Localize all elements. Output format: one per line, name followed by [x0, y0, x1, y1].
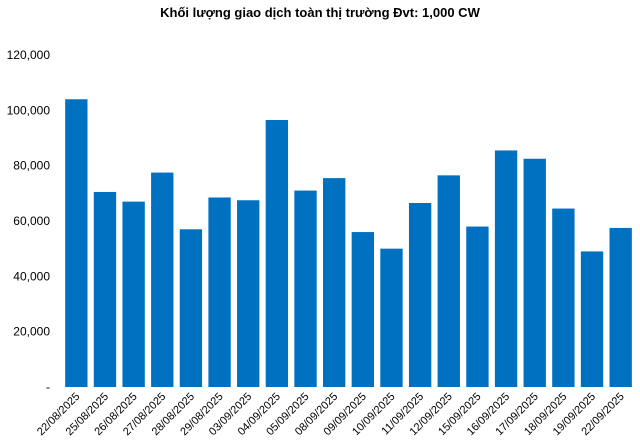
bar — [122, 201, 145, 387]
bar — [323, 178, 346, 387]
bar — [552, 208, 575, 387]
bar — [494, 150, 518, 387]
bar — [93, 191, 117, 387]
y-tick-label: 100,000 — [7, 103, 51, 117]
bar — [466, 226, 489, 387]
y-tick-label: 40,000 — [13, 269, 50, 283]
bar — [237, 200, 260, 387]
bar — [294, 190, 317, 387]
bar — [151, 172, 174, 387]
bar — [380, 248, 403, 387]
bar — [351, 232, 374, 387]
chart-title: Khối lượng giao dịch toàn thị trường Đvt… — [160, 5, 480, 20]
bar — [179, 229, 203, 387]
bar — [523, 158, 546, 387]
y-tick-label: - — [46, 380, 50, 394]
bar — [265, 120, 289, 388]
bar — [65, 99, 88, 388]
bar — [437, 175, 460, 387]
bar — [408, 203, 432, 387]
y-tick-label: 20,000 — [13, 325, 50, 339]
bar — [609, 227, 632, 387]
y-tick-label: 60,000 — [13, 214, 50, 228]
bar — [580, 251, 604, 387]
y-tick-label: 80,000 — [13, 159, 50, 173]
y-tick-label: 120,000 — [7, 48, 51, 62]
bar — [208, 197, 231, 387]
